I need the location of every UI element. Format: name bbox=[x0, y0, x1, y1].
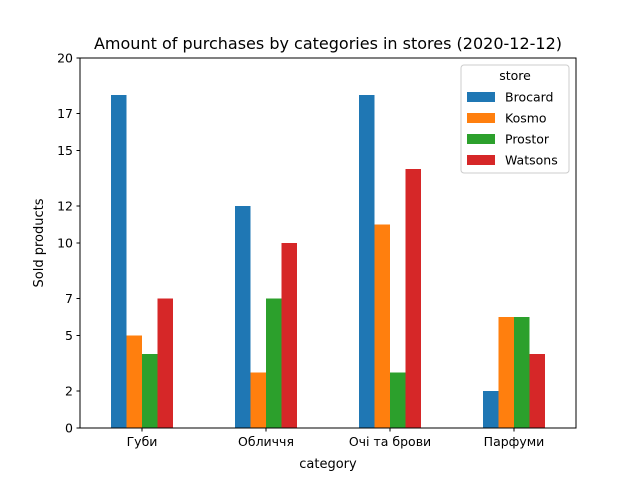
legend-label-prostor: Prostor bbox=[505, 132, 550, 147]
bar-prostor-2 bbox=[390, 372, 406, 428]
y-tick-label: 0 bbox=[65, 421, 73, 436]
bar-watsons-1 bbox=[281, 243, 297, 428]
bar-watsons-2 bbox=[405, 169, 421, 428]
bar-brocard-0 bbox=[111, 95, 127, 428]
bar-brocard-3 bbox=[483, 391, 499, 428]
y-tick-label: 12 bbox=[57, 199, 73, 214]
legend-label-watsons: Watsons bbox=[505, 153, 558, 168]
legend-label-brocard: Brocard bbox=[505, 90, 553, 105]
legend-swatch-watsons bbox=[467, 155, 495, 165]
y-axis: 0 2 5 7 10 12 15 17 20 bbox=[57, 51, 80, 436]
bar-prostor-1 bbox=[266, 298, 282, 428]
bar-prostor-3 bbox=[514, 317, 530, 428]
bar-watsons-0 bbox=[157, 298, 173, 428]
bar-kosmo-2 bbox=[374, 224, 390, 428]
y-tick-label: 10 bbox=[57, 236, 73, 251]
x-tick-label: Парфуми bbox=[484, 434, 545, 449]
y-tick-label: 15 bbox=[57, 143, 73, 158]
bar-kosmo-3 bbox=[498, 317, 514, 428]
legend-label-kosmo: Kosmo bbox=[505, 111, 547, 126]
bar-watsons-3 bbox=[529, 354, 545, 428]
x-tick-label: Губи bbox=[127, 434, 158, 449]
legend-swatch-prostor bbox=[467, 134, 495, 144]
legend-swatch-brocard bbox=[467, 92, 495, 102]
y-tick-label: 5 bbox=[65, 328, 73, 343]
legend-swatch-kosmo bbox=[467, 113, 495, 123]
legend-title: store bbox=[499, 68, 531, 83]
y-axis-label: Sold products bbox=[32, 198, 47, 287]
bar-brocard-2 bbox=[359, 95, 375, 428]
bar-kosmo-1 bbox=[250, 372, 266, 428]
x-tick-label: Очі та брови bbox=[349, 434, 431, 449]
bar-kosmo-0 bbox=[126, 335, 142, 428]
y-tick-label: 2 bbox=[65, 384, 73, 399]
chart-title: Amount of purchases by categories in sto… bbox=[94, 34, 562, 53]
bar-prostor-0 bbox=[142, 354, 158, 428]
y-tick-label: 20 bbox=[57, 51, 73, 66]
y-tick-label: 17 bbox=[57, 106, 73, 121]
legend: store Brocard Kosmo Prostor Watsons bbox=[460, 64, 570, 174]
bar-brocard-1 bbox=[235, 206, 251, 428]
x-axis-label: category bbox=[299, 457, 357, 472]
bars-layer bbox=[111, 95, 545, 428]
x-tick-label: Обличчя bbox=[238, 434, 294, 449]
x-axis: Губи Обличчя Очі та брови Парфуми bbox=[127, 428, 545, 449]
y-tick-label: 7 bbox=[65, 291, 73, 306]
